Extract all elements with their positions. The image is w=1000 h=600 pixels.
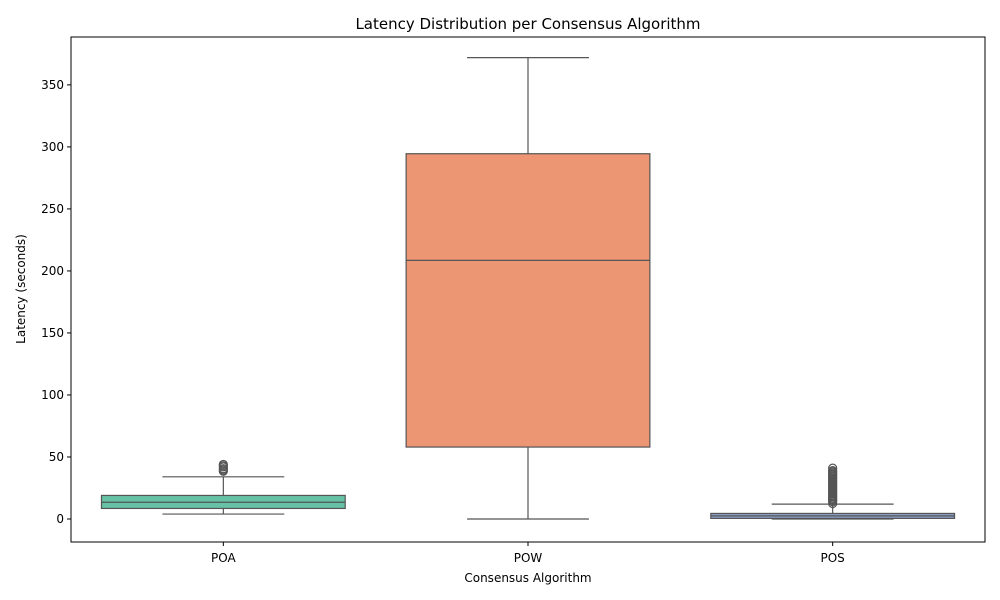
y-tick-label: 350 <box>41 78 64 92</box>
y-tick-label: 300 <box>41 140 64 154</box>
chart-title: Latency Distribution per Consensus Algor… <box>355 15 700 33</box>
x-tick-label: POS <box>821 551 845 565</box>
box-group-pos <box>710 463 956 520</box>
y-tick-label: 200 <box>41 264 64 278</box>
x-axis-label: Consensus Algorithm <box>464 571 591 585</box>
box-group-poa <box>100 459 346 515</box>
plot-area <box>100 56 956 520</box>
y-tick-label: 150 <box>41 326 64 340</box>
outlier-point <box>218 459 228 470</box>
x-tick-label: POW <box>514 551 543 565</box>
x-axis: POA POW POS <box>211 542 845 565</box>
outlier-point <box>828 466 838 476</box>
outlier-point <box>828 463 838 473</box>
y-axis-label: Latency (seconds) <box>14 234 28 344</box>
box-iqr <box>405 153 651 448</box>
y-tick-label: 50 <box>49 450 64 464</box>
y-axis: 0 50 100 150 200 250 300 350 <box>41 78 71 526</box>
y-tick-label: 0 <box>56 512 64 526</box>
x-tick-label: POA <box>211 551 236 565</box>
y-tick-label: 250 <box>41 202 64 216</box>
box-group-pow <box>405 56 651 520</box>
y-tick-label: 100 <box>41 388 64 402</box>
